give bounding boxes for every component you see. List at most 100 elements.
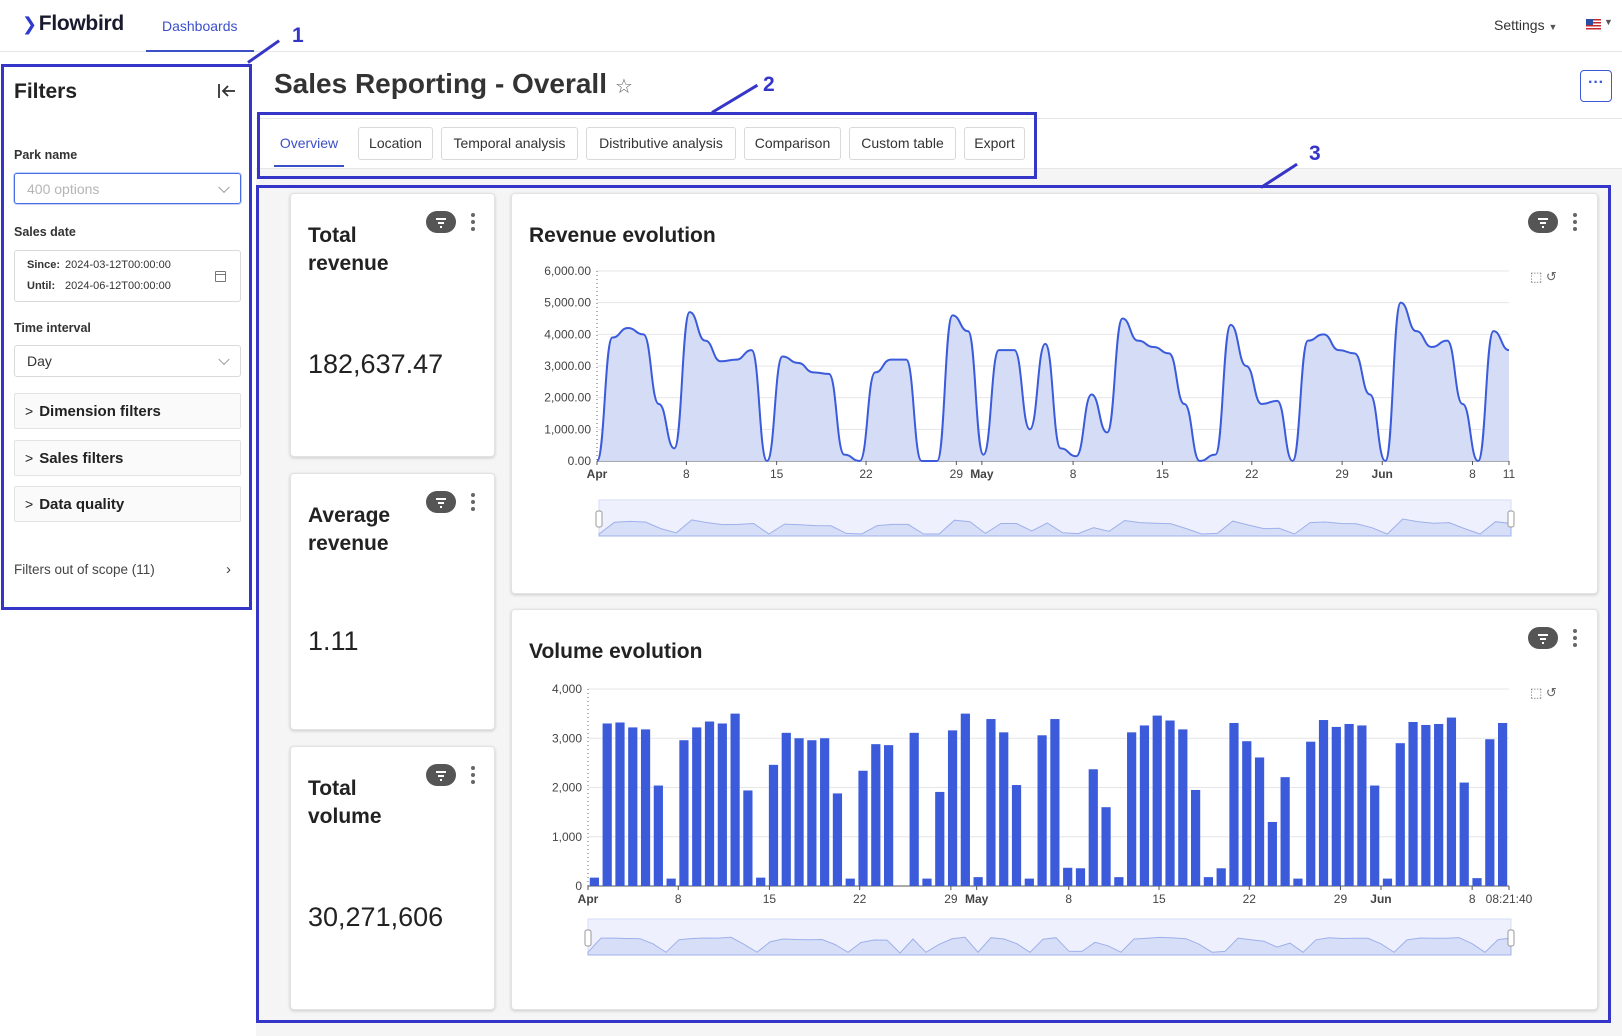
data-quality-panel[interactable]: > Data quality [14,486,241,522]
volume-bar [1190,789,1201,886]
volume-bar [768,764,779,886]
time-interval-value: Day [27,353,52,369]
x-tick-label: Apr [587,467,608,481]
flowbird-logo[interactable]: ❯ Flowbird [22,12,124,36]
filter-indicator-icon[interactable] [1528,211,1558,233]
volume-bar [1050,719,1060,886]
volume-bar [1229,722,1239,886]
volume-bar [947,730,958,886]
x-tick-label: 22 [1245,467,1259,481]
time-interval-select[interactable]: Day [14,345,241,377]
volume-bar [820,738,830,886]
filter-indicator-icon[interactable] [426,764,456,786]
revenue-area [597,302,1509,461]
kebab-menu-icon[interactable] [471,766,475,787]
kebab-menu-icon[interactable] [1573,629,1577,650]
sales-date-label: Sales date [14,225,76,239]
logo-mark-icon: ❯ [22,13,37,34]
volume-bar [1101,807,1111,886]
volume-bar [999,732,1009,886]
filters-out-of-scope[interactable]: Filters out of scope (11) [14,562,155,577]
volume-bar [832,793,843,886]
since-value: 2024-03-12T00:00:00 [65,259,171,271]
volume-bar [628,727,638,886]
volume-bar [704,721,715,886]
y-tick-label: 4,000 [552,682,582,696]
volume-bar [1370,785,1380,886]
kpi-card-total-revenue: Total revenue 182,637.47 [290,193,495,457]
tab-export[interactable]: Export [964,127,1025,160]
volume-bar [1421,724,1431,886]
y-tick-label: 3,000 [552,731,582,745]
revenue-chart[interactable]: 6,000.00 5,000.00 4,000.00 3,000.00 2,000.00… [511,193,1598,594]
y-tick-label: 0.00 [568,454,592,468]
kebab-menu-icon[interactable] [471,493,475,514]
volume-bar [1037,735,1047,886]
y-tick-label: 1,000.00 [544,422,591,436]
kpi-card-average-revenue: Average revenue 1.11 [290,473,495,730]
datazoom-handle-right [1507,510,1515,528]
tab-comparison[interactable]: Comparison [744,127,841,160]
sales-filters-label: Sales filters [39,450,124,467]
annotation-box-3 [256,185,1611,1023]
filter-indicator-icon[interactable] [1528,627,1558,649]
kpi-value: 30,271,606 [308,902,444,932]
kpi-card-total-volume: Total volume 30,271,606 [290,746,495,1010]
volume-bar [1306,741,1316,886]
datazoom-handle-left [595,510,603,528]
x-tick-label: 22 [859,467,873,481]
star-icon[interactable]: ☆ [615,76,633,98]
volume-bar [1114,877,1124,886]
tab-location[interactable]: Location [358,127,433,160]
volume-bar [1344,723,1354,886]
until-label: Until: [27,280,56,292]
park-placeholder: 400 options [27,181,100,197]
x-tick-label: 22 [853,892,867,906]
x-tick-label: May [965,892,989,906]
volume-bar [935,791,945,886]
chevron-right-icon[interactable]: › [226,561,231,578]
volume-bar [756,877,766,886]
filter-indicator-icon[interactable] [426,211,456,233]
top-navbar: ❯ Flowbird Dashboards Settings ▼ ▼ [0,0,1622,52]
sales-filters-panel[interactable]: > Sales filters [14,440,241,476]
tab-distributive-analysis[interactable]: Distributive analysis [586,127,736,160]
tab-custom-table[interactable]: Custom table [849,127,956,160]
park-name-select[interactable]: 400 options [14,173,241,204]
kebab-menu-icon[interactable] [1573,213,1577,234]
x-tick-label: Jun [1372,467,1393,481]
tab-temporal-analysis[interactable]: Temporal analysis [441,127,578,160]
more-options-button[interactable]: ··· [1580,70,1612,102]
us-flag-icon[interactable] [1586,19,1601,30]
volume-bar [1293,878,1303,886]
annotation-number-2: 2 [763,73,775,96]
kebab-menu-icon[interactable] [471,213,475,234]
volume-bar [743,790,753,886]
x-tick-label: 15 [763,892,777,906]
sales-date-range[interactable]: Since: 2024-03-12T00:00:00 Until: 2024-06-… [14,250,241,302]
zoom-toolbox-icon[interactable]: ⬚ ↺ [1530,269,1557,284]
volume-bar [589,877,600,886]
volume-bar [640,729,651,886]
filter-indicator-icon[interactable] [426,491,456,513]
dimension-filters-panel[interactable]: > Dimension filters [14,393,241,429]
volume-bar [1063,867,1073,886]
settings-menu[interactable]: Settings ▼ [1494,17,1557,33]
x-tick-label: 08:21:40 [1486,892,1533,906]
nav-dashboards[interactable]: Dashboards [146,0,254,52]
volume-bar [922,878,932,886]
tab-overview[interactable]: Overview [274,127,344,167]
x-tick-label: 15 [1156,467,1170,481]
x-tick-label: Jun [1370,892,1391,906]
annotation-number-1: 1 [292,24,304,47]
calendar-icon[interactable] [215,271,226,282]
x-tick-label: 8 [1065,892,1072,906]
volume-bar [845,878,855,886]
caret-down-icon[interactable]: ▼ [1604,17,1613,27]
collapse-sidebar-icon[interactable] [217,82,237,100]
volume-bar [1472,878,1482,886]
volume-bar [1127,732,1137,886]
zoom-toolbox-icon[interactable]: ⬚ ↺ [1530,685,1557,700]
volume-bar [1267,821,1277,886]
